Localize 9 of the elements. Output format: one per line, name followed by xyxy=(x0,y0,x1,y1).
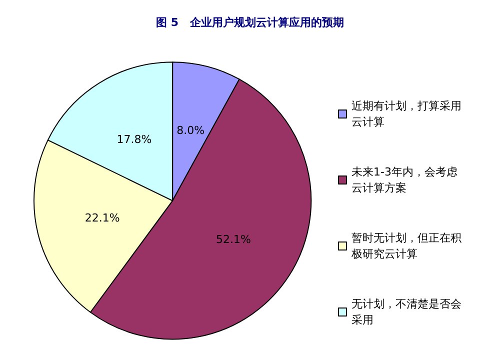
legend-label: 近期有计划，打算采用云计算 xyxy=(352,100,462,128)
chart-title: 图 5 企业用户规划云计算应用的预期 xyxy=(156,16,344,29)
data-label: 17.8% xyxy=(116,132,152,146)
data-label: 8.0% xyxy=(176,124,205,138)
data-label: 52.1% xyxy=(216,233,251,246)
data-label: 22.1% xyxy=(84,211,120,224)
legend-label: 未来1-3年内，会考虑云计算方案 xyxy=(352,166,458,194)
legend-label: 暂时无计划，但正在积极研究云计算 xyxy=(350,232,462,260)
legend-label: 无计划，不清楚是否会采用 xyxy=(352,298,462,326)
